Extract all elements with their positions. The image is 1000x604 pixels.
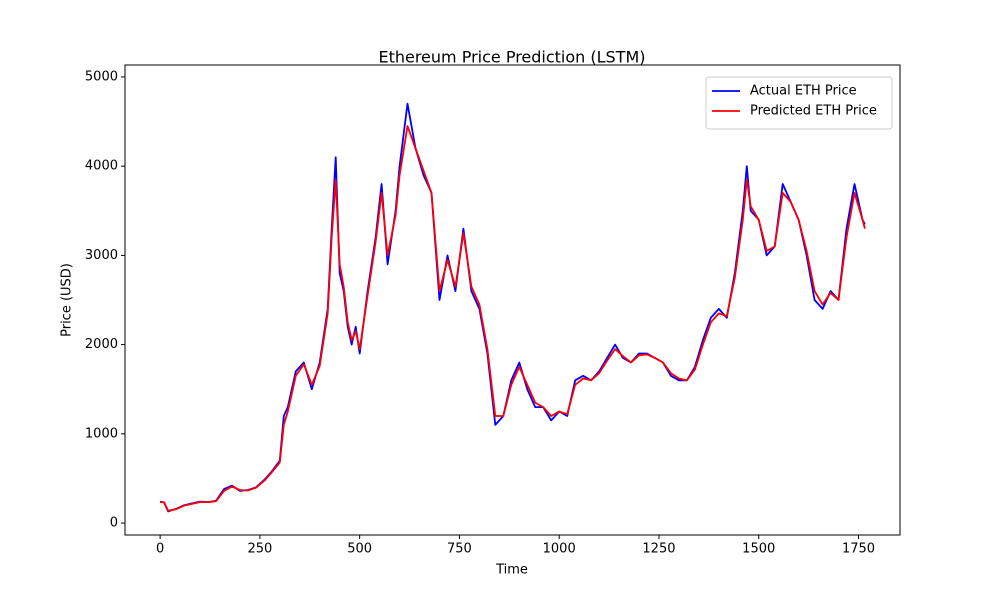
x-tick-label: 500 [347, 542, 372, 557]
legend-label: Predicted ETH Price [750, 104, 877, 119]
y-tick-label: 4000 [85, 159, 118, 174]
x-tick-label: 750 [447, 542, 472, 557]
y-tick-label: 2000 [85, 337, 118, 352]
y-axis-label: Price (USD) [60, 263, 75, 337]
x-tick-label: 1000 [543, 542, 576, 557]
legend-box [705, 76, 893, 130]
x-tick-label: 250 [247, 542, 272, 557]
x-tick-label: 1750 [842, 542, 875, 557]
y-tick-label: 3000 [85, 248, 118, 263]
line-series [159, 102, 866, 513]
x-tick-label: 1500 [742, 542, 775, 557]
chart-title: Ethereum Price Prediction (LSTM) [378, 48, 645, 67]
y-tick-label: 0 [110, 516, 118, 531]
y-tick-label: 1000 [85, 426, 118, 441]
line-series [160, 125, 866, 512]
legend: Actual ETH Price Predicted ETH Price [705, 76, 893, 130]
y-tick-label: 5000 [85, 69, 118, 84]
legend-label: Actual ETH Price [750, 84, 857, 99]
x-tick-label: 0 [156, 542, 164, 557]
plot-frame [124, 64, 901, 536]
x-axis-label: Time [495, 563, 528, 578]
x-tick-label: 1250 [642, 542, 675, 557]
